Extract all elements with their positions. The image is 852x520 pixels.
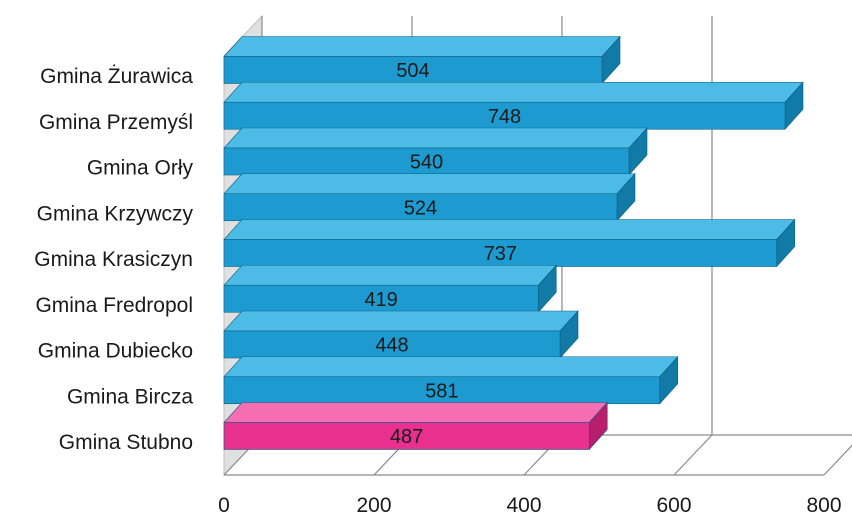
bar-top-face: [223, 127, 648, 149]
bar-front-face: [223, 147, 630, 176]
bar: [223, 264, 557, 314]
category-label: Gmina Fredropol: [35, 294, 193, 317]
bar: [223, 310, 579, 359]
category-label: Gmina Krasiczyn: [34, 248, 193, 271]
category-label: Gmina Orły: [87, 157, 194, 180]
bar-top-face: [223, 264, 557, 286]
floor-tick-line: [673, 434, 713, 476]
bar-top-face: [223, 81, 804, 103]
category-label: Gmina Krzywczy: [37, 202, 194, 225]
bar-top-face: [223, 219, 796, 240]
category-label: Gmina Stubno: [59, 431, 193, 454]
bar-front-face: [223, 376, 661, 405]
x-tick-label: 600: [656, 494, 691, 517]
bars-layer: [223, 35, 804, 451]
x-tick-label: 0: [218, 494, 230, 517]
bar-value-label: 737: [484, 243, 517, 265]
x-tick-label: 800: [806, 494, 841, 517]
bar-top-face: [223, 356, 679, 378]
bar-front-face: [223, 101, 786, 130]
x-tick-label: 200: [356, 494, 391, 517]
bar-value-label: 487: [390, 426, 423, 448]
bar: [223, 35, 621, 85]
bar: [223, 172, 636, 222]
bar-top-face: [223, 173, 636, 195]
labels-layer: 0 200 400 600 800 504 Gmina Żurawica 748 Gmina P…: [34, 60, 841, 517]
bar-front-face: [223, 239, 778, 267]
category-label: Gmina Przemyśl: [39, 111, 193, 134]
bar-value-label: 540: [410, 152, 443, 174]
bar: [223, 355, 679, 405]
bar-value-label: 448: [375, 335, 408, 357]
bar-front-face: [223, 422, 590, 450]
bar: [223, 127, 648, 176]
category-label: Gmina Dubiecko: [38, 340, 193, 363]
bar-value-label: 581: [425, 380, 458, 402]
bar-value-label: 419: [364, 289, 397, 311]
bar-front-face: [223, 330, 561, 359]
bar-top-face: [223, 36, 621, 57]
floor-tick-line: [823, 444, 852, 476]
category-label: Gmina Żurawica: [40, 65, 193, 88]
bar-value-label: 748: [488, 106, 521, 128]
x-tick-label: 400: [506, 494, 541, 517]
bar-top-face: [223, 402, 608, 423]
bar: [223, 81, 804, 131]
bar-front-face: [223, 56, 603, 84]
bar-front-face: [223, 284, 539, 313]
bar-value-label: 504: [396, 60, 429, 82]
bar: [223, 401, 608, 451]
bar-value-label: 524: [404, 197, 437, 219]
category-label: Gmina Bircza: [67, 385, 193, 408]
bar-top-face: [223, 310, 579, 332]
bar-front-face: [223, 193, 618, 222]
bar: [223, 218, 796, 268]
